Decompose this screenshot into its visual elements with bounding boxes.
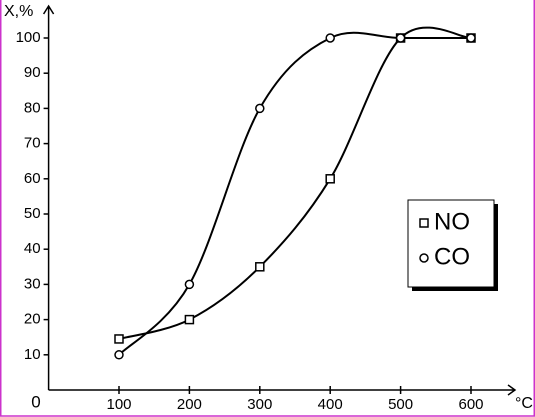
y-axis-label: X,% [4,3,33,20]
x-tick-label: 100 [106,396,131,413]
y-tick-label: 70 [24,135,41,152]
data-point [325,33,335,43]
data-point [184,314,195,325]
y-tick-label: 20 [24,311,41,328]
legend-marker [419,218,429,228]
y-tick-label: 50 [24,205,41,222]
data-point [184,279,195,290]
series-line [118,31,471,356]
data-point [325,174,335,184]
y-tick-label: 40 [24,240,41,257]
y-tick-label: 30 [24,275,41,292]
data-point [114,334,124,344]
y-tick-label: 60 [24,170,41,187]
data-point [255,103,265,114]
origin-label: 0 [31,392,40,411]
y-tick-label: 80 [24,99,41,116]
data-point [466,33,476,43]
x-axis [48,384,517,396]
x-tick-label: 200 [177,396,202,413]
legend-label: CO [434,243,470,270]
y-tick-label: 100 [16,29,41,46]
x-tick-label: 600 [458,396,483,413]
x-tick-label: 400 [318,396,343,413]
y-tick-label: 90 [24,64,41,81]
y-axis [42,4,55,390]
y-tick-label: 10 [24,346,41,363]
data-point [255,262,265,272]
data-point [395,33,406,43]
series-line [118,26,472,340]
legend-label: NO [434,208,470,235]
data-point [114,350,124,360]
legend-box [407,199,495,288]
legend-marker [419,253,429,263]
x-axis-label: °C [515,395,533,412]
x-tick-label: 300 [247,396,272,413]
x-tick-label: 500 [388,396,413,413]
